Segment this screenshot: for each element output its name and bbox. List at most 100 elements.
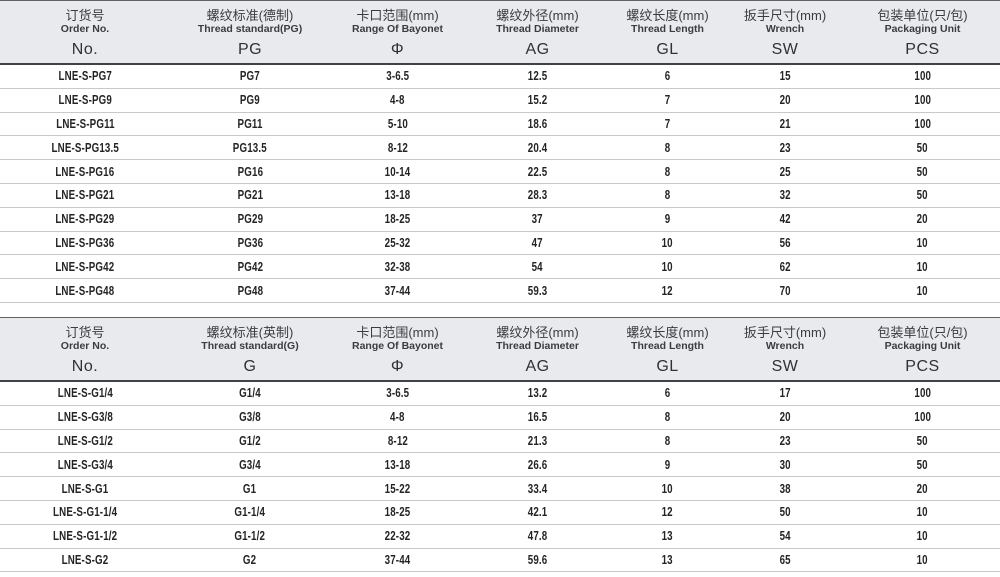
header-thread-standard-en: Thread standard(G) — [201, 339, 299, 352]
cell-value: 10 — [661, 259, 674, 274]
cell-packaging-unit: 100 — [845, 91, 1000, 109]
cell-value: G1/4 — [239, 386, 261, 401]
cell-wrench-size: 32 — [725, 186, 845, 204]
cell-value: 15-22 — [384, 481, 411, 496]
cell-value: LNE-S-PG7 — [58, 69, 112, 84]
table-row: LNE-S-PG36 PG36 25-32 47 10 56 10 — [0, 231, 1000, 256]
cell-thread-diameter: 26.6 — [465, 456, 610, 474]
cell-value: 8 — [664, 164, 671, 179]
header-wrench-size-code: SW — [771, 41, 799, 58]
header-packaging-unit-zh: 包装单位(只/包) — [877, 8, 968, 23]
table-body: LNE-S-PG7 PG7 3-6.5 12.5 6 15 100 LNE-S-PG9 PG9 4… — [0, 65, 1000, 303]
cell-value: LNE-S-G1/4 — [57, 386, 113, 401]
cell-value: 47 — [531, 235, 544, 250]
cell-value: 23 — [779, 140, 791, 155]
cell-packaging-unit: 20 — [845, 210, 1000, 228]
header-wrench-size-en: Wrench — [765, 23, 805, 35]
cell-value: 70 — [779, 283, 791, 298]
cell-order-no: LNE-S-PG48 — [0, 282, 170, 300]
cell-wrench-size: 42 — [725, 210, 845, 228]
cell-value: 23 — [779, 433, 791, 448]
cell-value: 21.3 — [527, 433, 548, 448]
cell-order-no: LNE-S-PG42 — [0, 258, 170, 276]
cell-value: 38 — [779, 481, 791, 496]
header-thread-length-code: GL — [656, 357, 679, 375]
header-bayonet-range: 卡口范围(mm) Range Of Bayonet Φ — [330, 8, 465, 63]
cell-thread-diameter: 18.6 — [465, 115, 610, 133]
cell-order-no: LNE-S-PG9 — [0, 91, 170, 109]
cell-bayonet-range: 4-8 — [330, 408, 465, 426]
cell-value: 47.8 — [527, 529, 548, 544]
cell-value: 7 — [664, 116, 671, 131]
cell-value: 10 — [661, 481, 674, 496]
header-thread-standard-en: Thread standard(PG) — [197, 23, 303, 35]
cell-value: 6 — [664, 386, 671, 401]
cell-wrench-size: 20 — [725, 91, 845, 109]
cell-value: 30 — [779, 457, 791, 472]
cell-bayonet-range: 18-25 — [330, 210, 465, 228]
cell-value: PG42 — [237, 259, 263, 274]
header-thread-diameter-en: Thread Diameter — [496, 23, 579, 35]
cell-value: 12.5 — [527, 69, 548, 84]
header-thread-diameter-code: AG — [525, 41, 550, 58]
cell-order-no: LNE-S-PG11 — [0, 115, 170, 133]
header-order-no: 订货号 Order No. No. — [0, 8, 170, 63]
cell-value: 15.2 — [527, 93, 548, 108]
cell-thread-length: 6 — [610, 384, 725, 402]
header-thread-diameter-zh: 螺纹外径(mm) — [496, 324, 579, 340]
cell-thread-length: 7 — [610, 115, 725, 133]
cell-order-no: LNE-S-PG7 — [0, 67, 170, 85]
cell-value: 32 — [779, 188, 791, 203]
cell-order-no: LNE-S-G1 — [0, 480, 170, 498]
cell-wrench-size: 38 — [725, 480, 845, 498]
cell-value: PG9 — [240, 93, 260, 108]
cell-value: LNE-S-PG16 — [55, 164, 115, 179]
header-order-no-code: No. — [71, 41, 99, 58]
cell-bayonet-range: 8-12 — [330, 139, 465, 157]
cell-value: 15 — [779, 69, 791, 84]
cell-wrench-size: 23 — [725, 432, 845, 450]
cell-thread-length: 8 — [610, 139, 725, 157]
cell-bayonet-range: 22-32 — [330, 527, 465, 545]
cell-thread-diameter: 47 — [465, 234, 610, 252]
header-thread-length-zh: 螺纹长度(mm) — [626, 324, 709, 340]
cell-thread-length: 6 — [610, 67, 725, 85]
cell-value: 13 — [661, 529, 674, 544]
cell-thread-standard: PG29 — [170, 210, 330, 228]
cell-packaging-unit: 100 — [845, 115, 1000, 133]
table-row: LNE-S-G3/8 G3/8 4-8 16.5 8 20 100 — [0, 405, 1000, 430]
cell-value: 42.1 — [527, 505, 548, 520]
cell-thread-diameter: 20.4 — [465, 139, 610, 157]
cell-value: LNE-S-PG21 — [55, 188, 115, 203]
table-row: LNE-S-G1-1/2 G1-1/2 22-32 47.8 13 54 10 — [0, 524, 1000, 549]
cell-thread-diameter: 54 — [465, 258, 610, 276]
header-order-no-en: Order No. — [60, 339, 110, 352]
cell-value: 54 — [531, 259, 544, 274]
cell-packaging-unit: 50 — [845, 456, 1000, 474]
cell-value: 10 — [916, 529, 929, 544]
header-packaging-unit-en: Packaging Unit — [884, 23, 961, 35]
cell-thread-diameter: 16.5 — [465, 408, 610, 426]
cell-packaging-unit: 100 — [845, 384, 1000, 402]
cell-value: 50 — [916, 433, 929, 448]
cell-value: 12 — [661, 283, 674, 298]
header-bayonet-range-code: Φ — [390, 357, 405, 375]
cell-value: 4-8 — [390, 93, 405, 108]
cell-value: 22-32 — [384, 529, 411, 544]
cell-value: 8 — [664, 140, 671, 155]
cell-value: 100 — [914, 69, 931, 84]
cell-value: LNE-S-G1-1/4 — [52, 505, 118, 520]
table-row: LNE-S-PG9 PG9 4-8 15.2 7 20 100 — [0, 88, 1000, 113]
cell-wrench-size: 25 — [725, 163, 845, 181]
cell-value: 10 — [661, 235, 674, 250]
header-thread-length: 螺纹长度(mm) Thread Length GL — [610, 8, 725, 63]
cell-bayonet-range: 3-6.5 — [330, 67, 465, 85]
header-packaging-unit: 包装单位(只/包) Packaging Unit PCS — [845, 325, 1000, 380]
cell-wrench-size: 56 — [725, 234, 845, 252]
header-thread-diameter-code: AG — [525, 357, 550, 375]
cell-order-no: LNE-S-G1/4 — [0, 384, 170, 402]
table-header-row: 订货号 Order No. No. 螺纹标准(英制) Thread standard(G… — [0, 316, 1000, 382]
cell-value: 100 — [914, 410, 931, 425]
header-thread-standard: 螺纹标准(德制) Thread standard(PG) PG — [170, 8, 330, 63]
header-thread-diameter-en: Thread Diameter — [496, 339, 579, 352]
